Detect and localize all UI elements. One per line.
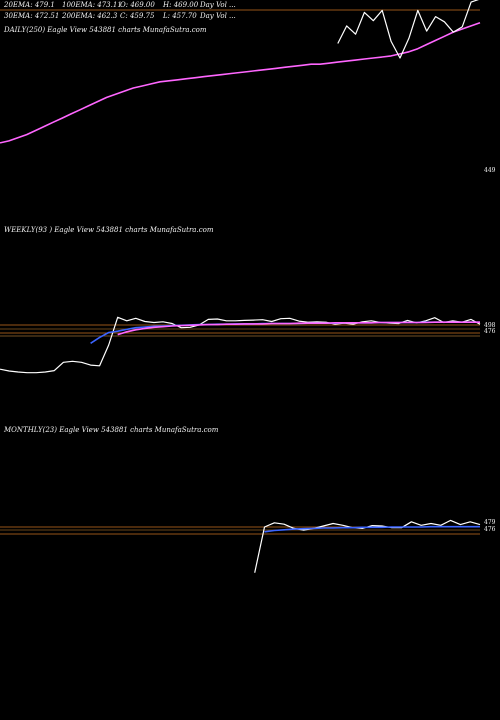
series-line — [254, 519, 481, 573]
daily-legend-vol-1: Day Vol ... — [200, 1, 236, 9]
daily-legend-ema20: 20EMA: 479.1 — [4, 1, 55, 9]
weekly-chart-title: WEEKLY(93 ) Eagle View 543881 charts Mun… — [4, 226, 214, 234]
y-tick-label: 498 — [484, 322, 496, 329]
y-tick-label: 476 — [484, 526, 496, 533]
series-line — [264, 525, 480, 533]
daily-legend-ema100: 100EMA: 473.11 — [62, 1, 122, 9]
series-line — [337, 0, 479, 59]
daily-legend-ema30: 30EMA: 472.51 — [4, 12, 60, 20]
daily-chart-title: DAILY(250) Eagle View 543881 charts Muna… — [4, 26, 207, 34]
series-line — [117, 321, 480, 336]
daily-legend-high: H: 469.00 — [163, 1, 199, 9]
daily-legend-ema200: 200EMA: 462.3 — [62, 12, 118, 20]
y-tick-label: 479 — [484, 519, 496, 526]
daily-legend-vol-2: Day Vol ... — [200, 12, 236, 20]
y-tick-label: 476 — [484, 328, 496, 335]
daily-legend-low: L: 457.70 — [163, 12, 197, 20]
y-tick-label: 449 — [484, 167, 496, 174]
daily-legend-open: O: 469.00 — [120, 1, 155, 9]
series-line — [0, 316, 481, 374]
series-line — [0, 22, 481, 144]
daily-legend-close: C: 459.75 — [120, 12, 155, 20]
monthly-chart-title: MONTHLY(23) Eagle View 543881 charts Mun… — [4, 426, 219, 434]
